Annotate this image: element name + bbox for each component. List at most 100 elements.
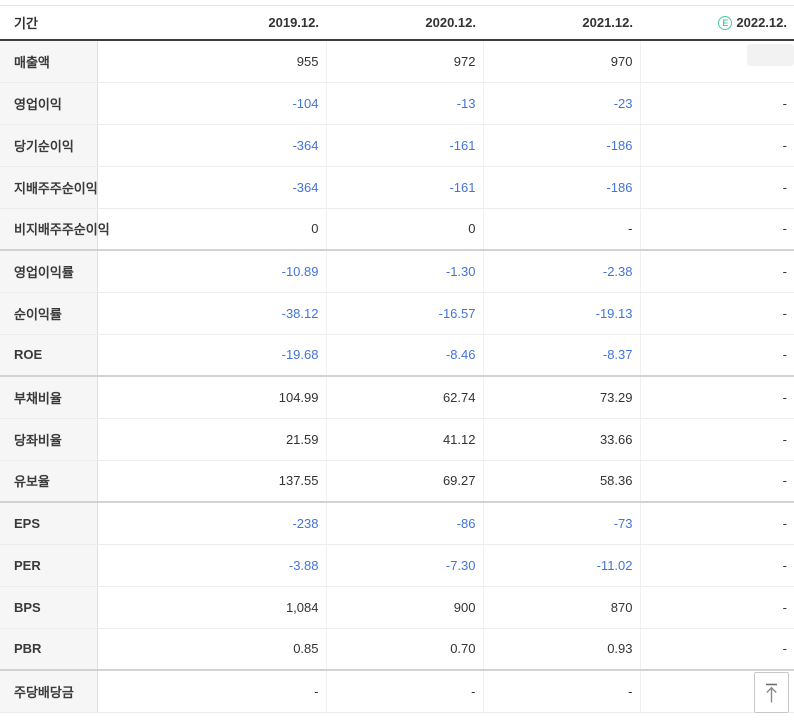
table-row: 주당배당금---- — [0, 670, 794, 713]
metric-label: ROE — [0, 334, 98, 377]
value-cell: 104.99 — [97, 376, 327, 419]
value-cell: -3.88 — [97, 544, 327, 587]
value-cell: -23 — [483, 82, 641, 125]
value-cell: 73.29 — [483, 376, 641, 419]
metric-label: PBR — [0, 628, 98, 671]
table-row: 지배주주순이익 -364 -161 -186- — [0, 166, 794, 209]
metric-label: 영업이익률 — [0, 250, 98, 293]
value-cell: 21.59 — [97, 418, 327, 461]
value-cell: - — [640, 586, 794, 629]
table-row: 영업이익률 -10.89 -1.30 -2.38- — [0, 250, 794, 293]
value-cell: 955 — [97, 40, 327, 83]
value-cell: -73 — [483, 502, 641, 545]
table-row: 영업이익 -104 -13 -23- — [0, 82, 794, 125]
value-cell: 137.55 — [97, 460, 327, 503]
metric-label: 유보율 — [0, 460, 98, 503]
value-cell: -1.30 — [326, 250, 484, 293]
header-row: 기간 2019.12. 2020.12. 2021.12. E 2022.12. — [0, 5, 794, 41]
value-cell: - — [640, 544, 794, 587]
value-cell: -13 — [326, 82, 484, 125]
value-cell: -364 — [97, 166, 327, 209]
metric-label: BPS — [0, 586, 98, 629]
value-cell: -38.12 — [97, 292, 327, 335]
value-cell: 0 — [326, 208, 484, 251]
value-cell: -8.46 — [326, 334, 484, 377]
value-cell: -161 — [326, 166, 484, 209]
table-row: EPS -238 -86 -73- — [0, 502, 794, 545]
table-row: 당좌비율 21.59 41.12 33.66- — [0, 418, 794, 461]
value-cell: 0.93 — [483, 628, 641, 671]
value-cell: -104 — [97, 82, 327, 125]
table-row: 순이익률 -38.12 -16.57 -19.13- — [0, 292, 794, 335]
scroll-to-top-button[interactable] — [754, 672, 789, 713]
value-cell: - — [640, 628, 794, 671]
metric-label: 지배주주순이익 — [0, 166, 98, 209]
value-cell: - — [640, 334, 794, 377]
arrow-up-icon — [766, 683, 777, 702]
value-cell: -86 — [326, 502, 484, 545]
table-row: 유보율 137.55 69.27 58.36- — [0, 460, 794, 503]
value-cell: - — [640, 208, 794, 251]
value-cell: 62.74 — [326, 376, 484, 419]
financial-summary-table: 기간 2019.12. 2020.12. 2021.12. E 2022.12. 매출액… — [0, 5, 794, 713]
value-cell: - — [640, 250, 794, 293]
value-cell: 970 — [483, 40, 641, 83]
table-row: PBR 0.85 0.70 0.93- — [0, 628, 794, 671]
metric-label: 순이익률 — [0, 292, 98, 335]
value-cell: 0 — [97, 208, 327, 251]
value-cell: 69.27 — [326, 460, 484, 503]
value-cell: - — [640, 460, 794, 503]
metric-label: 매출액 — [0, 40, 98, 83]
column-header: 2020.12. — [326, 5, 483, 41]
value-cell: 0.85 — [97, 628, 327, 671]
table-row: 비지배주주순이익 0 0- - — [0, 208, 794, 251]
value-cell: 972 — [326, 40, 484, 83]
metric-label: 당좌비율 — [0, 418, 98, 461]
column-header: 2019.12. — [97, 5, 326, 41]
column-header: 2021.12. — [483, 5, 640, 41]
value-cell: 33.66 — [483, 418, 641, 461]
table-row: 부채비율 104.99 62.74 73.29- — [0, 376, 794, 419]
value-cell: - — [640, 82, 794, 125]
metric-label: EPS — [0, 502, 98, 545]
value-cell: -2.38 — [483, 250, 641, 293]
value-cell: -238 — [97, 502, 327, 545]
value-cell: -161 — [326, 124, 484, 167]
value-cell: -7.30 — [326, 544, 484, 587]
metric-label: 부채비율 — [0, 376, 98, 419]
value-cell: 41.12 — [326, 418, 484, 461]
table-row: ROE -19.68 -8.46 -8.37- — [0, 334, 794, 377]
value-cell: 900 — [326, 586, 484, 629]
value-cell: -19.68 — [97, 334, 327, 377]
period-header-cell: 기간 — [0, 5, 97, 41]
estimate-badge-icon: E — [718, 16, 733, 30]
value-cell: 0.70 — [326, 628, 484, 671]
metric-label: 비지배주주순이익 — [0, 208, 110, 251]
metric-label: 주당배당금 — [0, 670, 98, 713]
value-cell: - — [97, 670, 327, 713]
table-row: BPS 1,084 900 870- — [0, 586, 794, 629]
value-cell: - — [640, 376, 794, 419]
value-cell: -19.13 — [483, 292, 641, 335]
value-cell: -10.89 — [97, 250, 327, 293]
value-cell: -186 — [483, 124, 641, 167]
metric-label: 영업이익 — [0, 82, 98, 125]
table-row: 당기순이익 -364 -161 -186- — [0, 124, 794, 167]
column-header: E 2022.12. — [640, 5, 794, 41]
value-cell: - — [640, 502, 794, 545]
value-cell: - — [640, 292, 794, 335]
value-cell: -11.02 — [483, 544, 641, 587]
value-cell: - — [640, 124, 794, 167]
value-cell: -364 — [97, 124, 327, 167]
value-cell: - — [483, 208, 641, 251]
value-cell: 870 — [483, 586, 641, 629]
value-cell: - — [326, 670, 484, 713]
estimate-cell-highlight — [747, 44, 794, 66]
value-cell: - — [640, 166, 794, 209]
metric-label: 당기순이익 — [0, 124, 98, 167]
value-cell: -186 — [483, 166, 641, 209]
table-row: PER -3.88 -7.30 -11.02- — [0, 544, 794, 587]
value-cell: -8.37 — [483, 334, 641, 377]
